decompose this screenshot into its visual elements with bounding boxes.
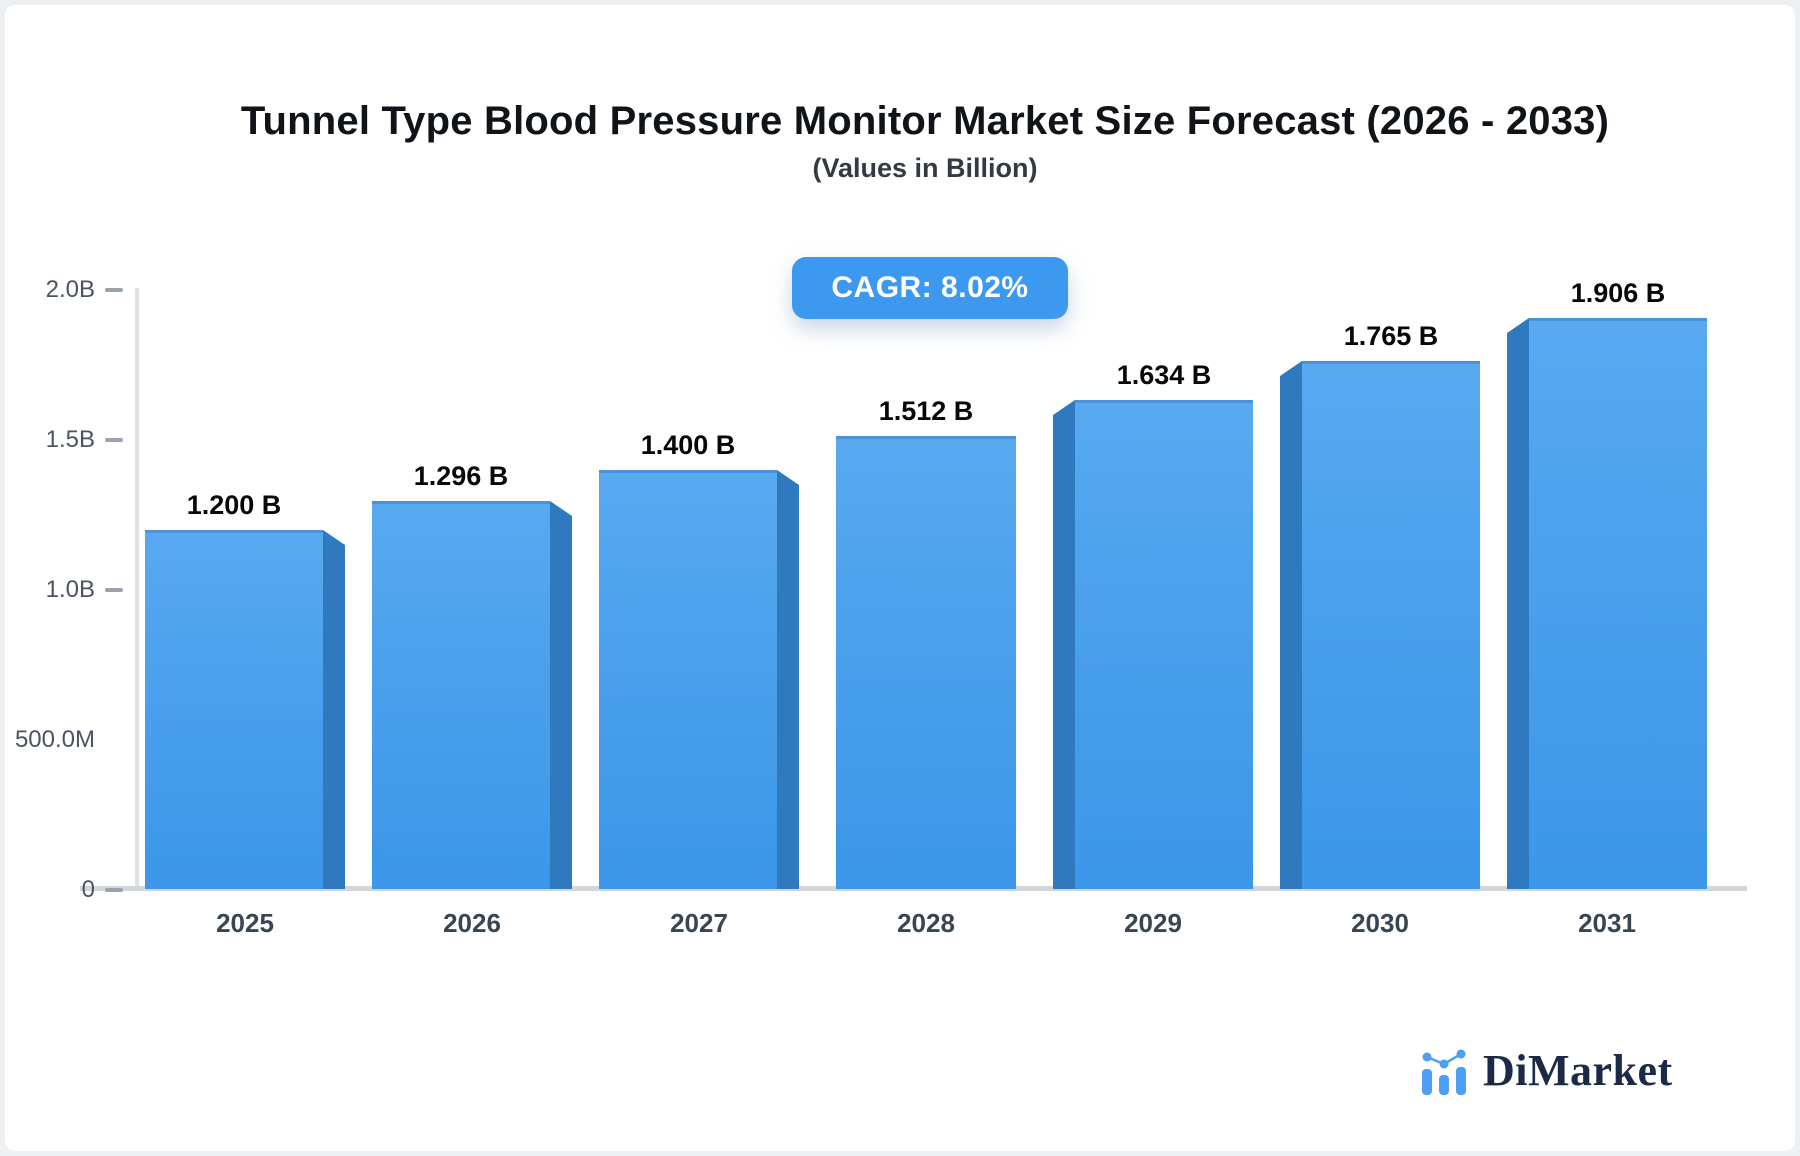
y-tick-dash (105, 438, 123, 442)
bar-2029-side-face (1053, 400, 1075, 889)
y-tick-label: 500.0M (14, 726, 95, 753)
cagr-badge-label: CAGR: 8.02% (831, 271, 1029, 304)
y-axis-line (135, 288, 139, 890)
x-axis-label-2030: 2030 (1351, 908, 1409, 938)
bar-value-label: 1.296 B (413, 461, 509, 491)
bar-2029 (1075, 400, 1253, 889)
y-tick-label: 0 (81, 876, 95, 903)
bar-value-label: 1.200 B (186, 490, 282, 520)
page-subtitle: (Values in Billion) (812, 153, 1038, 183)
y-tick-dash (105, 588, 123, 592)
bar-2027-side-face (777, 470, 799, 889)
brand-logo-text: DiMarket (1483, 1046, 1673, 1095)
page-title: Tunnel Type Blood Pressure Monitor Marke… (240, 99, 1610, 143)
y-tick-label: 2.0B (45, 276, 95, 303)
y-tick-dash (105, 288, 123, 292)
bar-2031-side-face (1507, 318, 1529, 889)
x-axis-label-2031: 2031 (1578, 908, 1636, 938)
bar-2028 (836, 436, 1016, 889)
x-axis-label-2029: 2029 (1124, 908, 1182, 938)
x-axis-label-2026: 2026 (443, 908, 501, 938)
y-tick-dash (105, 888, 123, 892)
bar-value-label: 1.765 B (1343, 321, 1439, 351)
y-tick-label: 1.0B (45, 576, 95, 603)
bar-2026-side-face (550, 501, 572, 889)
x-axis-label-2027: 2027 (670, 908, 728, 938)
mini-bar-chart-icon (1422, 1049, 1466, 1095)
x-axis-label-2028: 2028 (897, 908, 955, 938)
bar-value-label: 1.512 B (878, 396, 974, 426)
y-tick-label: 1.5B (45, 426, 95, 453)
cagr-badge: CAGR: 8.02% (792, 257, 1068, 319)
brand-logo: DiMarket (1420, 1045, 1673, 1096)
bar-value-label: 1.906 B (1570, 278, 1666, 308)
bar-2025-side-face (323, 530, 345, 889)
bar-value-label: 1.634 B (1116, 360, 1212, 390)
bar-2030 (1302, 361, 1480, 889)
bar-2026 (372, 501, 550, 889)
bar-2025 (145, 530, 323, 889)
bar-2027 (599, 470, 777, 889)
bar-value-label: 1.400 B (640, 430, 736, 460)
x-axis-label-2025: 2025 (216, 908, 274, 938)
chart-card: Tunnel Type Blood Pressure Monitor Marke… (5, 5, 1795, 1151)
bar-2030-side-face (1280, 361, 1302, 889)
bar-2031 (1529, 318, 1707, 889)
